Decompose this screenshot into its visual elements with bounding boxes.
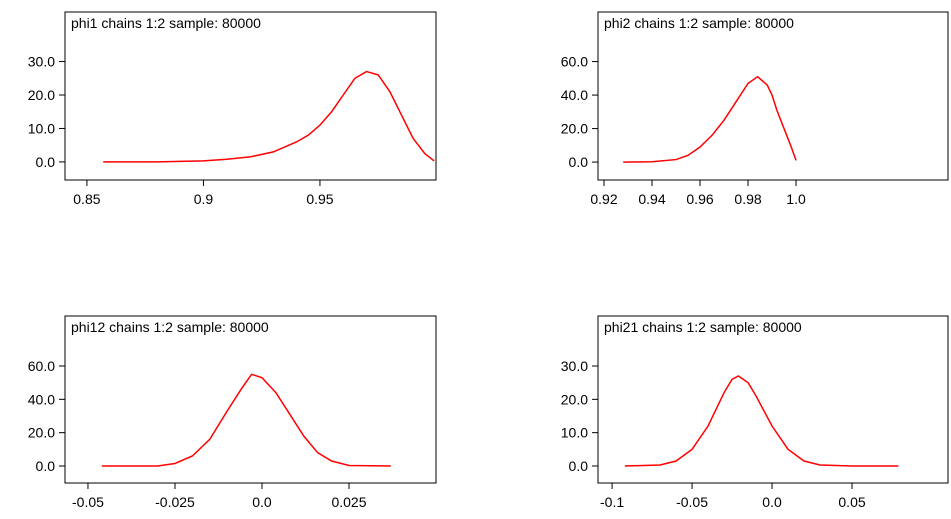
density-line	[623, 75, 797, 163]
y-tick-label: 40.0	[28, 391, 55, 407]
y-tick-label: 60.0	[561, 54, 588, 70]
plot-frame	[597, 11, 949, 181]
panel-title: phi12 chains 1:2 sample: 80000	[71, 319, 269, 335]
x-tick-label: 0.025	[331, 494, 366, 510]
y-tick-label: 30.0	[28, 54, 55, 70]
x-tick-label: 0.9	[194, 191, 214, 207]
density-line	[624, 375, 899, 467]
plot-frame	[64, 315, 437, 484]
x-tick-label: 1.0	[786, 191, 806, 207]
x-tick-label: -0.1	[600, 494, 624, 510]
y-tick-label: 10.0	[561, 425, 588, 441]
x-tick-label: 0.85	[73, 191, 100, 207]
x-tick-label: -0.025	[155, 494, 195, 510]
plot-frame	[64, 11, 437, 181]
x-tick-label: 0.92	[590, 191, 617, 207]
density-line	[101, 373, 391, 467]
x-tick-label: 0.98	[734, 191, 761, 207]
panel-title: phi1 chains 1:2 sample: 80000	[71, 15, 261, 31]
x-tick-label: 0.94	[638, 191, 665, 207]
x-tick-label: 0.0	[252, 494, 272, 510]
panel-title: phi21 chains 1:2 sample: 80000	[604, 319, 802, 335]
x-tick-label: 0.96	[686, 191, 713, 207]
panel-title: phi2 chains 1:2 sample: 80000	[604, 15, 794, 31]
x-tick-label: 0.0	[762, 494, 782, 510]
y-tick-label: 0.0	[569, 154, 589, 170]
y-tick-label: 0.0	[569, 458, 589, 474]
x-tick-label: -0.05	[676, 494, 708, 510]
y-tick-label: 40.0	[561, 87, 588, 103]
y-tick-label: 60.0	[28, 358, 55, 374]
y-tick-label: 20.0	[28, 425, 55, 441]
y-tick-label: 20.0	[561, 121, 588, 137]
x-tick-label: 0.95	[306, 191, 333, 207]
y-tick-label: 20.0	[561, 391, 588, 407]
y-tick-label: 30.0	[561, 358, 588, 374]
y-tick-label: 20.0	[28, 87, 55, 103]
y-tick-label: 0.0	[36, 458, 56, 474]
density-line	[103, 70, 435, 163]
plot-frame	[597, 315, 949, 484]
x-tick-label: 0.05	[838, 494, 865, 510]
y-tick-label: 10.0	[28, 120, 55, 136]
y-tick-label: 0.0	[36, 154, 56, 170]
x-tick-label: -0.05	[72, 494, 104, 510]
